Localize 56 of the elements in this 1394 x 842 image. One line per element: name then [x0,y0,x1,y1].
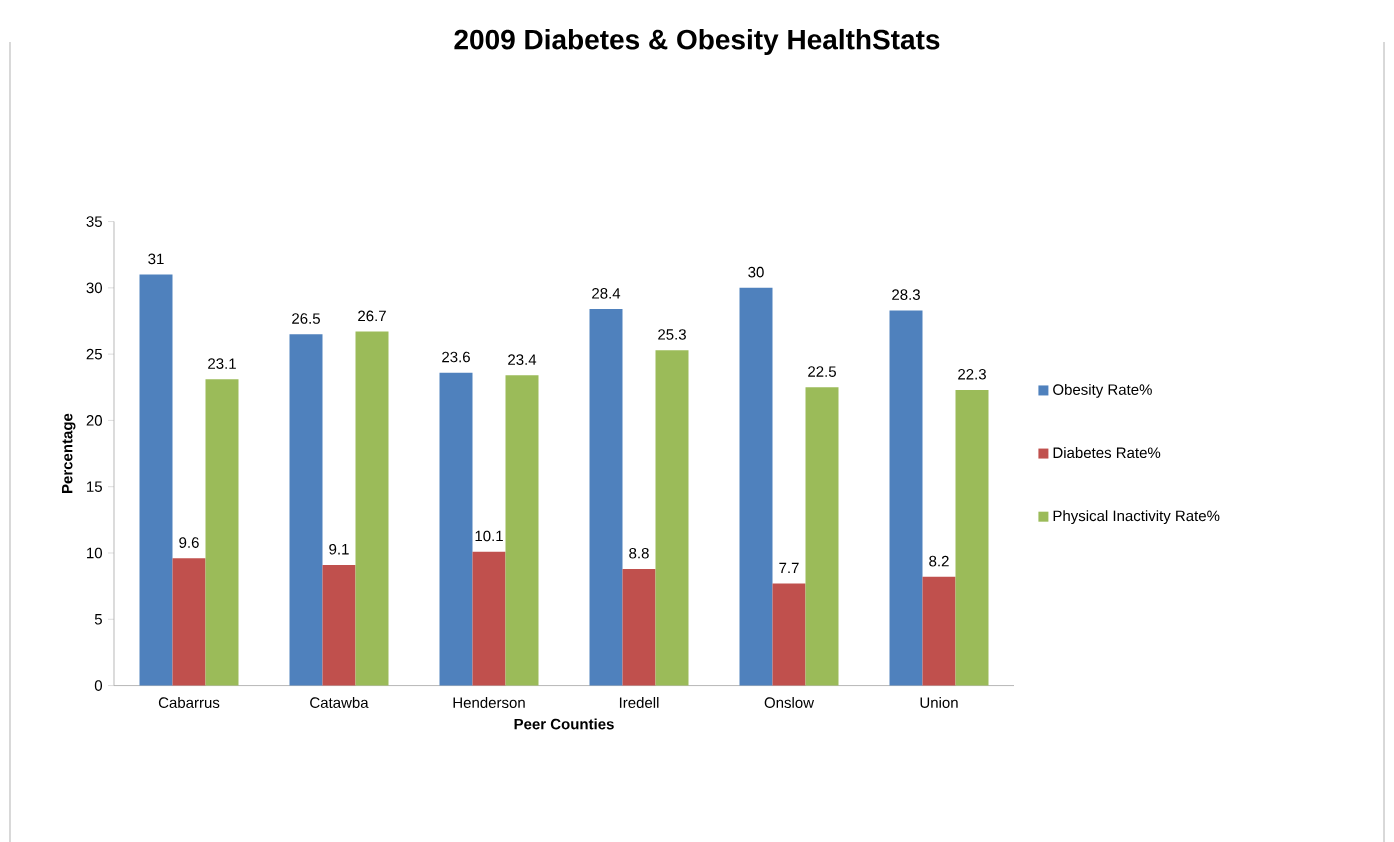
data-label: 9.1 [329,543,349,555]
legend-label: Diabetes Rate% [1053,447,1161,459]
bar [655,350,689,686]
bar [322,564,356,686]
y-tick-label: 30 [86,282,102,294]
bar [805,387,839,686]
data-label: 9.6 [179,537,199,548]
y-tick-label: 25 [86,348,102,360]
bar [139,274,173,686]
x-tick-label: Onslow [764,696,815,708]
chart-title: 2009 Diabetes & Obesity HealthStats [454,28,940,56]
data-label: 28.4 [592,288,621,299]
data-label: 22.3 [958,368,986,380]
data-label: 7.7 [779,562,799,574]
data-label: 23.4 [508,354,537,365]
x-tick-label: Henderson [453,696,525,708]
bar [955,389,989,686]
bar [739,287,773,686]
data-label: 10.1 [475,530,503,542]
bar [472,551,506,686]
data-label: 25.3 [658,329,686,340]
x-tick-label: Cabarrus [158,696,220,708]
legend-label: Physical Inactivity Rate% [1053,510,1220,525]
bar [172,558,206,686]
bar [355,331,389,686]
y-tick-label: 20 [86,415,102,426]
data-label: 26.5 [292,313,320,324]
bar [772,583,806,686]
y-tick-label: 5 [94,614,102,625]
bar [922,576,956,686]
data-label: 23.1 [208,358,236,369]
data-label: 8.8 [629,547,649,559]
data-label: 22.5 [808,366,836,377]
bar [289,334,323,686]
y-tick-label: 10 [87,547,102,559]
data-label: 26.7 [358,310,386,322]
bar [622,568,656,686]
y-tick-label: 15 [87,481,102,492]
data-label: 8.2 [929,555,949,567]
y-tick-label: 0 [94,680,103,691]
bar [205,379,239,686]
data-label: 30 [748,266,764,278]
data-label: 28.3 [892,289,920,300]
data-label: 31 [148,253,164,265]
data-label: 23.6 [442,351,470,363]
bar [505,375,539,686]
legend-label: Obesity Rate% [1053,383,1152,398]
x-tick-label: Catawba [310,696,369,708]
y-axis-title: Percentage [62,413,76,493]
bar [889,310,923,686]
x-tick-label: Iredell [619,696,659,708]
y-tick-label: 35 [86,216,102,227]
bar [439,372,473,686]
bar [589,309,623,686]
x-tick-label: Union [920,696,958,708]
x-axis-title: Peer Counties [514,718,614,730]
